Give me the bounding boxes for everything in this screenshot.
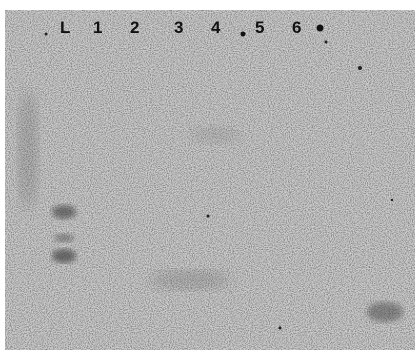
- lane-label-4: 4: [211, 18, 221, 37]
- dust-spot: [278, 326, 282, 330]
- lane-label-ladder: L: [60, 18, 71, 37]
- faint-smudge: [190, 127, 240, 143]
- dust-spot: [358, 66, 362, 70]
- dust-spot: [44, 32, 48, 36]
- lane-label-3: 3: [174, 18, 184, 37]
- lane-label-6: 6: [292, 18, 302, 37]
- membrane-grain: [5, 10, 415, 350]
- lane-smear: [150, 270, 230, 290]
- ladder-band: [54, 234, 74, 242]
- dust-spot: [390, 198, 394, 202]
- dust-spot: [206, 214, 210, 218]
- dust-spot: [240, 31, 246, 37]
- ladder-band: [52, 205, 76, 219]
- lane-label-2: 2: [130, 18, 140, 37]
- corner-smudge: [367, 302, 403, 322]
- left-edge-smear: [18, 90, 38, 210]
- lane-label-5: 5: [255, 18, 265, 37]
- dust-spot: [324, 40, 328, 44]
- ladder-band: [52, 249, 76, 263]
- lane-label-1: 1: [93, 18, 103, 37]
- dust-spot: [316, 24, 324, 32]
